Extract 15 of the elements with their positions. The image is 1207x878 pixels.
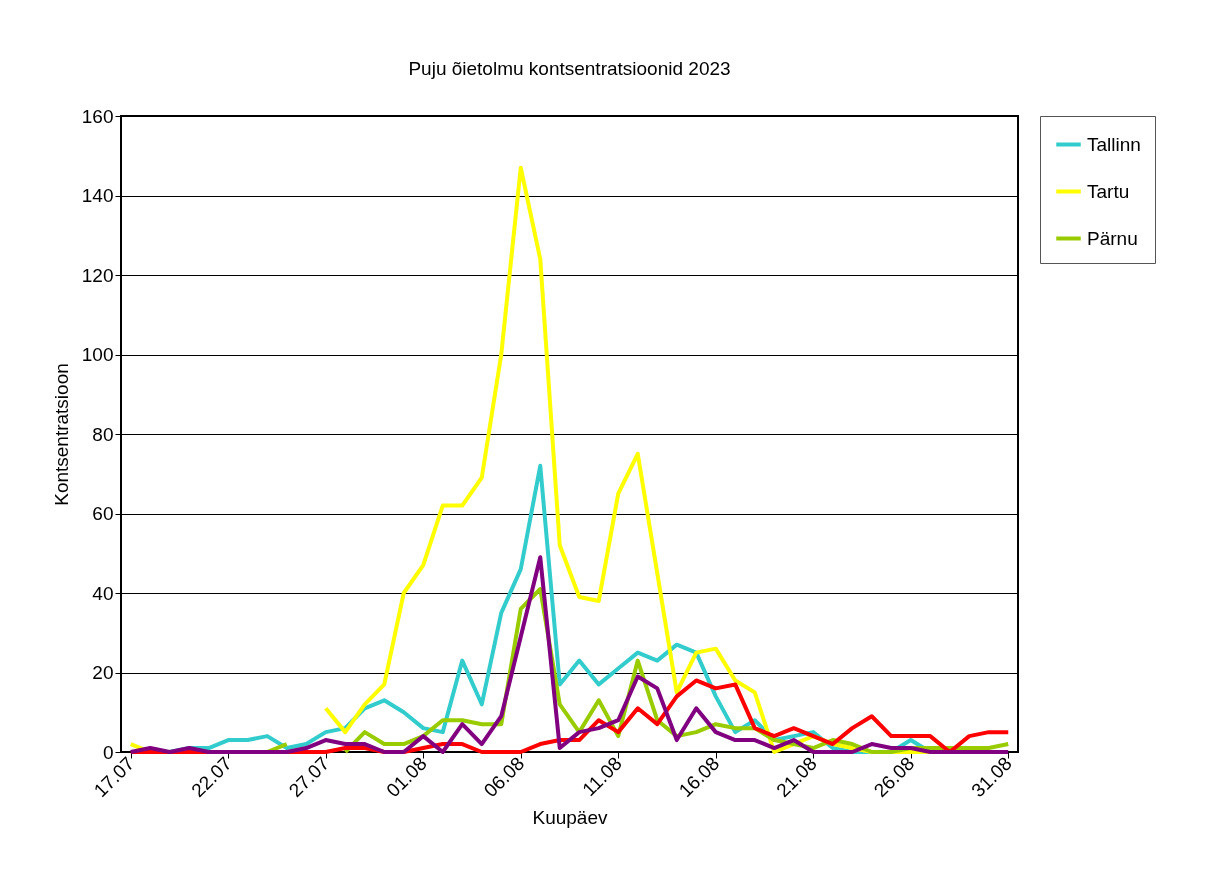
legend-label: Tallinn xyxy=(1087,133,1141,155)
y-tick-label: 20 xyxy=(92,662,114,683)
y-tick-label: 140 xyxy=(81,185,114,206)
y-tick-label: 40 xyxy=(92,582,114,604)
x-axis-title: Kuupäev xyxy=(532,807,608,829)
y-tick-label: 160 xyxy=(81,105,114,127)
y-tick-label: 80 xyxy=(92,423,114,445)
chart-title: Puju õietolmu kontsentratsioonid 2023 xyxy=(408,58,731,79)
y-tick-label: 60 xyxy=(92,503,114,524)
y-tick-label: 120 xyxy=(81,264,114,286)
legend-label: Tartu xyxy=(1087,180,1130,202)
legend-label: Pärnu xyxy=(1087,227,1138,249)
y-tick-label: 100 xyxy=(81,344,114,365)
line-series xyxy=(128,555,1011,754)
y-axis-title: Kontsentratsioon xyxy=(50,363,72,506)
